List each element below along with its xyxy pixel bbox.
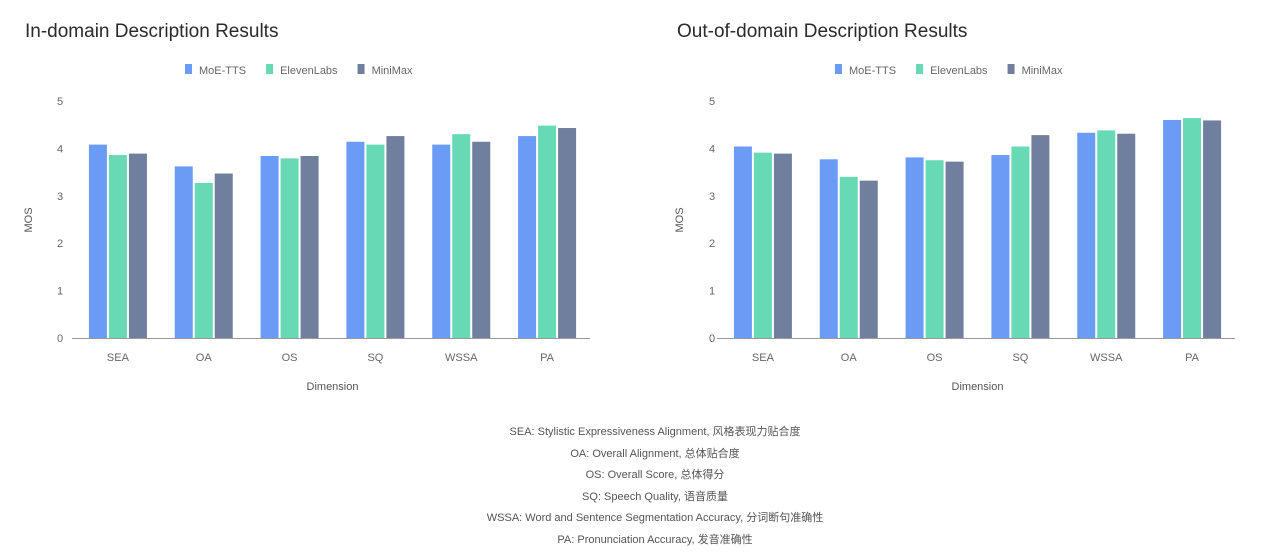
bar-minimax-pa <box>1203 120 1222 339</box>
x-axis-label: Dimension <box>307 381 359 393</box>
x-tick-label: SQ <box>1012 352 1028 364</box>
x-tick-label: OA <box>196 352 213 364</box>
bar-minimax-sq <box>1031 135 1050 338</box>
bar-moe-tts-sea <box>733 146 752 338</box>
abbreviation-note: OS: Overall Score, 总体得分 <box>585 469 725 482</box>
bar-moe-tts-pa <box>518 136 537 338</box>
x-axis-label: Dimension <box>952 381 1004 393</box>
legend-label: MiniMax <box>1022 65 1063 77</box>
y-tick-label: 3 <box>57 191 63 203</box>
bar-minimax-sea <box>128 153 147 338</box>
y-axis-label: MOS <box>674 207 686 232</box>
bar-elevenlabs-sea <box>753 152 772 338</box>
y-tick-label: 2 <box>57 238 63 250</box>
bar-moe-tts-wssa <box>432 144 451 338</box>
y-tick-label: 0 <box>57 333 63 345</box>
bar-minimax-oa <box>859 180 878 338</box>
x-tick-label: SEA <box>107 352 130 364</box>
legend-swatch <box>357 64 365 74</box>
y-tick-label: 0 <box>709 333 715 345</box>
x-tick-label: OS <box>282 352 298 364</box>
bar-moe-tts-sq <box>346 141 365 338</box>
y-axis-label: MOS <box>23 207 35 232</box>
bar-moe-tts-wssa <box>1077 132 1096 338</box>
abbreviation-note: SQ: Speech Quality, 语音质量 <box>582 490 728 503</box>
bar-moe-tts-os <box>905 157 924 338</box>
x-tick-label: PA <box>1185 352 1200 364</box>
bar-minimax-os <box>945 161 964 338</box>
legend-label: MoE-TTS <box>849 65 896 77</box>
y-tick-label: 1 <box>57 286 63 298</box>
bar-moe-tts-oa <box>174 166 193 338</box>
bar-minimax-wssa <box>472 141 491 338</box>
abbreviation-notes: SEA: Stylistic Expressiveness Alignment,… <box>0 422 1280 552</box>
abbreviation-note: SEA: Stylistic Expressiveness Alignment,… <box>509 426 801 438</box>
legend-swatch <box>266 64 274 74</box>
bar-elevenlabs-wssa <box>452 134 471 338</box>
y-tick-label: 4 <box>709 143 715 155</box>
bar-minimax-sq <box>386 136 405 338</box>
bar-minimax-os <box>300 155 319 338</box>
bar-elevenlabs-sea <box>108 155 127 338</box>
bar-elevenlabs-os <box>925 160 944 338</box>
x-tick-label: OS <box>927 352 943 364</box>
y-tick-label: 5 <box>709 96 715 108</box>
bar-moe-tts-sq <box>991 155 1010 338</box>
bar-minimax-oa <box>214 173 233 338</box>
y-tick-label: 3 <box>709 191 715 203</box>
bar-elevenlabs-pa <box>1183 118 1202 339</box>
legend-label: ElevenLabs <box>930 65 988 77</box>
x-tick-label: OA <box>841 352 858 364</box>
legend-swatch <box>916 64 924 74</box>
bar-minimax-sea <box>773 153 792 338</box>
bar-minimax-pa <box>558 128 577 338</box>
bar-minimax-wssa <box>1117 133 1136 338</box>
legend-label: ElevenLabs <box>280 65 338 77</box>
x-tick-label: SEA <box>752 352 775 364</box>
bar-elevenlabs-pa <box>538 125 557 338</box>
x-tick-label: PA <box>540 352 555 364</box>
legend-swatch <box>835 64 842 74</box>
legend-label: MiniMax <box>372 65 413 77</box>
bar-moe-tts-sea <box>88 144 107 338</box>
bar-moe-tts-oa <box>819 159 838 338</box>
x-tick-label: WSSA <box>1090 352 1123 364</box>
bar-elevenlabs-os <box>280 158 299 338</box>
y-tick-label: 2 <box>709 238 715 250</box>
bar-elevenlabs-oa <box>194 183 213 338</box>
chart-title: Out-of-domain Description Results <box>677 21 967 42</box>
bar-elevenlabs-wssa <box>1097 130 1116 338</box>
legend-swatch <box>1007 64 1015 74</box>
abbreviation-note: OA: Overall Alignment, 总体贴合度 <box>570 447 740 460</box>
chart-title: In-domain Description Results <box>25 21 278 42</box>
bar-elevenlabs-sq <box>1011 146 1030 338</box>
x-tick-label: WSSA <box>445 352 478 364</box>
bar-elevenlabs-sq <box>366 144 385 338</box>
y-tick-label: 5 <box>57 96 63 108</box>
x-tick-label: SQ <box>367 352 383 364</box>
abbreviation-note: WSSA: Word and Sentence Segmentation Acc… <box>486 512 824 525</box>
abbreviation-note: PA: Pronunciation Accuracy, 发音准确性 <box>557 533 753 546</box>
bar-moe-tts-os <box>260 155 279 338</box>
legend-swatch <box>185 64 192 74</box>
legend-label: MoE-TTS <box>199 65 246 77</box>
bar-elevenlabs-oa <box>839 176 858 338</box>
y-tick-label: 4 <box>57 143 63 155</box>
y-tick-label: 1 <box>709 286 715 298</box>
bar-moe-tts-pa <box>1163 119 1182 339</box>
